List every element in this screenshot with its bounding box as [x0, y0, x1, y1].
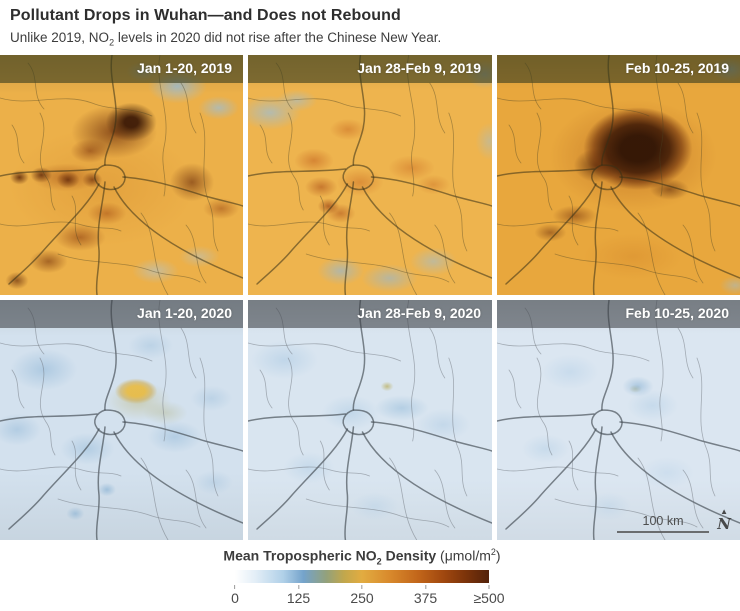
scale-bar-label: 100 km	[642, 514, 684, 528]
colorbar-tick-label: 375	[413, 590, 438, 606]
panel-header-band	[248, 300, 492, 328]
colorbar-tick-mark	[488, 585, 490, 589]
map-panel-feb-10-25-2019: Feb 10-25, 2019	[497, 55, 740, 295]
colorbar-tick: 0	[231, 585, 239, 608]
colorbar-tick-mark	[424, 585, 426, 589]
panel-header-band	[248, 55, 492, 83]
north-arrow-icon: ▲ N	[717, 508, 731, 532]
panel-date-label: Feb 10-25, 2019	[625, 60, 729, 76]
colorbar-tick-label: 125	[286, 590, 311, 606]
panel-date-label: Jan 1-20, 2020	[137, 305, 232, 321]
road-network-icon	[248, 55, 492, 295]
legend-unit: (μmol/m	[436, 547, 491, 564]
road-network-icon	[497, 300, 740, 540]
north-label: N	[717, 515, 731, 533]
map-panel-jan-1-20-2020: Jan 1-20, 2020	[0, 300, 243, 540]
panel-header-band	[497, 55, 740, 83]
colorbar-tick-mark	[297, 585, 299, 589]
legend-title-text: Mean Tropospheric NO	[223, 547, 377, 564]
colorbar-tick-mark	[361, 585, 363, 589]
road-network-icon	[497, 55, 740, 295]
scale-bar-line	[617, 531, 709, 533]
panel-date-label: Feb 10-25, 2020	[625, 305, 729, 321]
colorbar-tick-label: 0	[231, 590, 239, 606]
legend-title-text-post: Density	[381, 547, 437, 564]
map-panel-jan-28-feb-9-2020: Jan 28-Feb 9, 2020	[248, 300, 492, 540]
panel-date-label: Jan 28-Feb 9, 2020	[357, 305, 481, 321]
panel-header-band	[0, 300, 243, 328]
colorbar-tick-label: ≥500	[473, 590, 505, 606]
legend-unit-superscript: 2	[490, 547, 496, 557]
legend-title-subscript: 2	[376, 556, 382, 567]
road-network-icon	[0, 300, 243, 540]
colorbar-tick: 250	[350, 585, 374, 608]
legend-title: Mean Tropospheric NO2 Density (μmol/m2)	[223, 547, 500, 566]
panel-date-label: Jan 1-20, 2019	[137, 60, 232, 76]
scale-bar: 100 km	[617, 514, 709, 533]
map-panel-jan-1-20-2019: Jan 1-20, 2019	[0, 55, 243, 295]
colorbar-tick: 375	[414, 585, 437, 608]
colorbar-tick-mark	[234, 585, 236, 589]
subtitle-text-post: levels in 2020 did not rise after the Ch…	[114, 30, 442, 45]
figure-title: Pollutant Drops in Wuhan—and Does not Re…	[10, 7, 401, 24]
road-network-icon	[248, 300, 492, 540]
map-panel-feb-10-25-2020: Feb 10-25, 2020 100 km ▲ N	[497, 300, 740, 540]
legend-unit-close: )	[495, 547, 501, 564]
north-arrow-triangle: ▲	[720, 507, 729, 516]
legend: Mean Tropospheric NO2 Density (μmol/m2) …	[223, 547, 504, 608]
colorbar-tick: ≥500	[473, 585, 505, 608]
panel-header-band	[0, 55, 243, 83]
road-network-icon	[0, 55, 243, 295]
colorbar-tick-label: 250	[350, 590, 374, 606]
subtitle-subscript: 2	[109, 37, 115, 48]
no2-map-surface	[497, 55, 740, 295]
map-panel-grid: Jan 1-20, 2019 Jan 28-Feb 9, 2019 Feb 10…	[0, 55, 740, 540]
subtitle-text-pre: Unlike 2019, NO	[10, 30, 110, 45]
panel-header-band	[497, 300, 740, 328]
panel-date-label: Jan 28-Feb 9, 2019	[357, 60, 481, 76]
figure-subtitle: Unlike 2019, NO2 levels in 2020 did not …	[10, 30, 441, 48]
colorbar	[235, 570, 489, 583]
colorbar-tick: 125	[287, 585, 310, 608]
map-panel-jan-28-feb-9-2019: Jan 28-Feb 9, 2019	[248, 55, 492, 295]
no2-map-surface	[0, 300, 243, 540]
